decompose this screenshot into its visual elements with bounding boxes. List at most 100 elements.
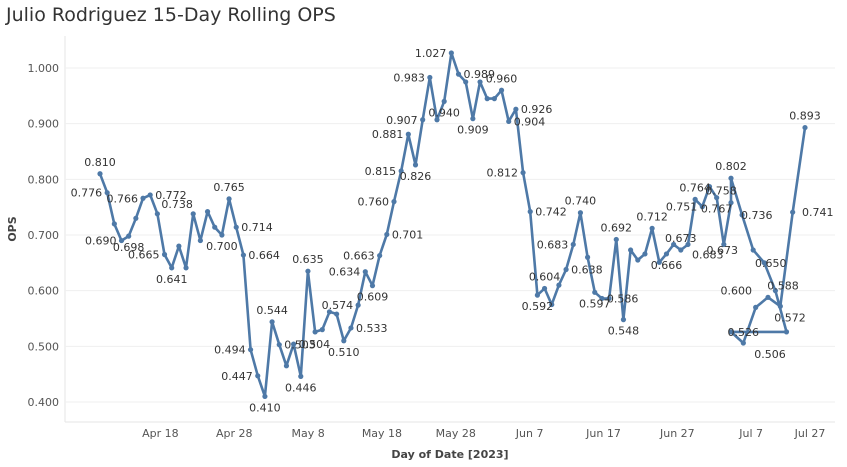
data-label: 0.989 xyxy=(464,68,496,81)
data-label: 0.802 xyxy=(715,160,747,173)
data-point xyxy=(635,257,641,263)
data-point xyxy=(104,190,110,196)
data-point xyxy=(570,241,576,248)
x-tick-label: Jun 7 xyxy=(515,427,544,440)
data-label: 0.714 xyxy=(241,221,273,234)
data-point xyxy=(599,295,605,302)
data-point xyxy=(563,266,569,273)
data-point xyxy=(549,301,555,308)
data-label: 0.751 xyxy=(666,201,698,214)
data-label: 0.736 xyxy=(741,209,773,222)
data-label: 1.027 xyxy=(415,47,447,60)
data-label: 0.926 xyxy=(521,103,553,116)
y-tick-label: 0.600 xyxy=(28,285,60,298)
data-label: 0.683 xyxy=(537,238,569,251)
data-point xyxy=(369,283,376,289)
data-point xyxy=(384,231,390,238)
data-label: 0.664 xyxy=(248,249,280,262)
data-point xyxy=(477,79,483,85)
y-tick-label: 0.400 xyxy=(28,396,60,409)
data-label: 0.776 xyxy=(71,187,103,200)
data-label: 0.907 xyxy=(386,114,418,127)
data-label: 0.638 xyxy=(571,264,603,277)
y-tick-label: 1.000 xyxy=(28,62,60,75)
data-point xyxy=(161,251,168,258)
data-point xyxy=(434,117,440,123)
data-point xyxy=(412,162,419,168)
data-point xyxy=(183,265,189,271)
data-point xyxy=(556,282,562,288)
data-label: 0.410 xyxy=(249,401,281,414)
data-point xyxy=(197,237,203,244)
data-label: 0.767 xyxy=(701,203,733,216)
data-label: 0.766 xyxy=(107,192,139,205)
data-label: 0.812 xyxy=(487,167,519,180)
data-label: 0.760 xyxy=(357,196,389,209)
data-point xyxy=(739,212,745,218)
data-label: 0.572 xyxy=(774,311,806,324)
data-point xyxy=(649,225,655,231)
data-point xyxy=(699,204,705,210)
data-point xyxy=(620,317,627,323)
data-point xyxy=(642,251,648,257)
data-point xyxy=(790,209,796,215)
data-label: 0.698 xyxy=(113,241,145,254)
data-point xyxy=(118,237,125,244)
data-label: 0.504 xyxy=(299,338,331,351)
x-tick-label: Apr 18 xyxy=(142,427,179,440)
x-tick-label: Jul 7 xyxy=(738,427,763,440)
data-point xyxy=(498,87,505,93)
data-label: 0.503 xyxy=(284,339,316,352)
chart-title: Julio Rodriguez 15-Day Rolling OPS xyxy=(6,4,336,26)
data-point xyxy=(765,294,771,300)
data-label: 0.673 xyxy=(707,244,739,257)
data-point xyxy=(740,340,746,346)
data-point xyxy=(685,241,691,248)
data-point xyxy=(663,251,670,257)
data-point xyxy=(298,373,304,379)
data-label: 0.740 xyxy=(565,195,597,208)
data-label: 0.690 xyxy=(85,235,117,248)
data-point xyxy=(276,342,282,348)
x-tick-label: Jul 27 xyxy=(794,427,826,440)
data-point xyxy=(398,168,404,174)
x-tick-label: May 28 xyxy=(436,427,476,440)
data-point xyxy=(262,393,268,400)
data-point xyxy=(140,195,146,201)
data-label: 0.641 xyxy=(156,273,188,286)
data-point xyxy=(176,243,182,249)
data-point xyxy=(219,232,225,238)
data-label: 0.909 xyxy=(457,124,489,137)
data-label: 0.544 xyxy=(256,304,288,317)
data-label: 0.663 xyxy=(343,250,375,263)
data-label: 0.742 xyxy=(535,206,567,219)
axis-layer: 0.400 0.500 0.600 0.700 0.800 0.900 1.000 OPS Ap… xyxy=(6,62,825,461)
data-label: 0.758 xyxy=(705,185,737,198)
data-label: 0.772 xyxy=(155,189,187,202)
data-point xyxy=(506,118,512,125)
data-point xyxy=(204,209,211,215)
y-axis-title: OPS xyxy=(6,216,19,241)
data-point xyxy=(463,79,469,85)
data-point xyxy=(154,211,160,217)
point-layer xyxy=(97,50,808,400)
data-label: 0.635 xyxy=(292,253,324,266)
y-tick-label: 0.500 xyxy=(28,340,60,353)
x-tick-label: Apr 28 xyxy=(216,427,253,440)
data-point xyxy=(255,373,261,379)
data-label: 0.673 xyxy=(665,232,697,245)
y-tick-label: 0.700 xyxy=(28,229,60,242)
data-point xyxy=(728,329,734,335)
data-label: 0.548 xyxy=(608,325,640,338)
data-point xyxy=(348,325,354,331)
data-label: 0.526 xyxy=(728,326,760,339)
data-point xyxy=(240,252,247,258)
grid-layer xyxy=(64,36,835,423)
data-point xyxy=(761,260,767,266)
data-label: 0.692 xyxy=(601,221,633,234)
data-point xyxy=(319,327,325,333)
data-point xyxy=(541,285,548,292)
label-layer: 0.810 0.776 0.690 0.766 0.772 0.698 0.738 0.665… xyxy=(71,47,834,414)
data-label: 0.494 xyxy=(214,344,246,357)
data-label: 0.446 xyxy=(285,381,317,394)
